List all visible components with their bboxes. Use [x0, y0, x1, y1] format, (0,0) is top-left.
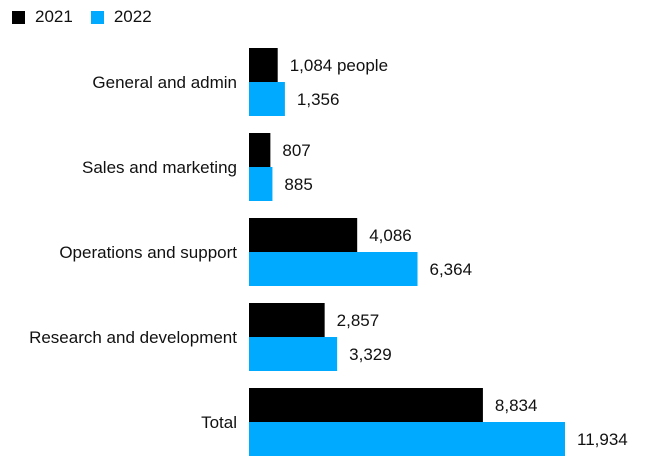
category-label: Research and development	[29, 328, 237, 347]
category-label: Operations and support	[59, 243, 237, 262]
bar-2021	[249, 218, 358, 252]
data-label-2021: 807	[282, 141, 310, 160]
category-label: Sales and marketing	[82, 158, 237, 177]
bar-2022	[249, 337, 338, 371]
legend-label-2021: 2021	[35, 7, 73, 26]
data-label-2022: 1,356	[297, 90, 340, 109]
legend: 2021 2022	[12, 7, 170, 27]
data-label-2021: 8,834	[495, 396, 538, 415]
legend-item-2021: 2021	[12, 7, 73, 27]
category-label: Total	[201, 413, 237, 432]
bar-2022	[249, 167, 273, 201]
data-label-2022: 3,329	[349, 345, 392, 364]
legend-item-2022: 2022	[90, 7, 152, 27]
data-label-2022: 11,934	[577, 430, 628, 449]
bar-2021	[249, 303, 325, 337]
bar-2021	[249, 388, 483, 422]
data-label-2022: 6,364	[430, 260, 473, 279]
bar-2022	[249, 422, 565, 456]
legend-label-2022: 2022	[113, 7, 152, 26]
data-label-2022: 885	[284, 175, 312, 194]
bar-2021	[249, 48, 278, 82]
bar-2022	[249, 82, 285, 116]
data-label-2021: 1,084 people	[290, 56, 388, 75]
legend-swatch-2022	[90, 10, 104, 24]
bar-2021	[249, 133, 271, 167]
data-label-2021: 2,857	[337, 311, 380, 330]
legend-swatch-2021	[12, 10, 25, 24]
bar-2022	[249, 252, 418, 286]
category-label: General and admin	[92, 73, 237, 92]
data-label-2021: 4,086	[369, 226, 412, 245]
